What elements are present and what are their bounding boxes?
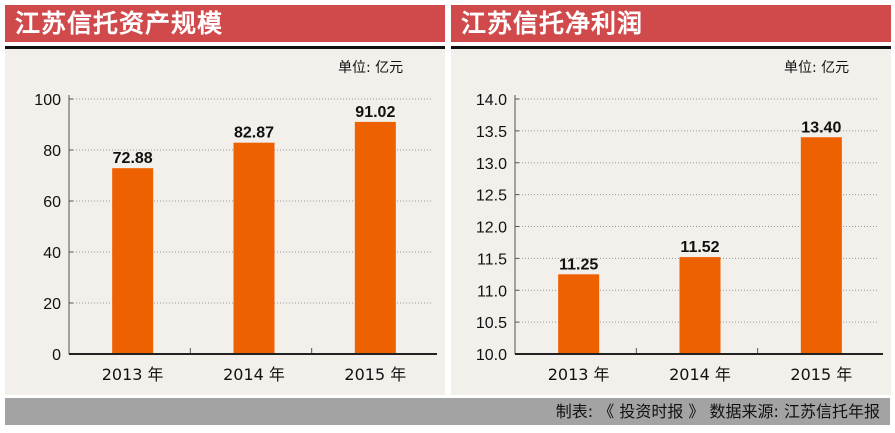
y-tick-label: 20	[43, 296, 61, 313]
data-label: 11.52	[680, 239, 719, 256]
unit-label: 单位: 亿元	[784, 60, 850, 76]
divider	[5, 46, 445, 49]
y-tick-label: 80	[43, 143, 61, 160]
y-tick-label: 11.0	[477, 283, 507, 300]
unit-label: 单位: 亿元	[338, 60, 404, 76]
bar	[354, 121, 396, 354]
y-tick-label: 12.0	[476, 220, 507, 237]
y-tick-label: 11.5	[477, 251, 507, 268]
y-tick-label: 13.5	[476, 124, 507, 141]
data-label: 13.40	[801, 119, 841, 136]
y-tick-label: 60	[43, 194, 61, 211]
data-label: 82.87	[234, 125, 274, 142]
bar	[558, 274, 600, 354]
y-tick-label: 0	[52, 347, 61, 364]
chart-title: 江苏信托净利润	[451, 5, 891, 42]
data-label: 72.88	[113, 150, 153, 167]
data-label: 11.25	[559, 256, 598, 273]
x-tick-label: 2015 年	[790, 365, 852, 384]
y-tick-label: 10.5	[476, 315, 507, 332]
bar	[112, 168, 154, 354]
y-tick-label: 40	[43, 245, 61, 262]
data-label: 91.02	[355, 104, 395, 121]
bar	[800, 137, 842, 354]
chart-panel-assets: 江苏信托资产规模 单位: 亿元 0 20 40 60 80 100 72.88 2013 年 8…	[5, 5, 445, 395]
y-tick-label: 13.0	[476, 156, 507, 173]
chart-title: 江苏信托资产规模	[5, 5, 445, 42]
bar-chart-assets: 0 20 40 60 80 100 72.88 2013 年 82.87 2014 年 91.02 2…	[34, 92, 437, 384]
chart-panel-profit: 江苏信托净利润 单位: 亿元 10.0 10.5 11.0 11.5 12.0 12.5 1…	[451, 5, 891, 395]
x-tick-label: 2013 年	[102, 365, 164, 384]
source-footer: 制表: 《 投资时报 》 数据来源: 江苏信托年报	[5, 398, 890, 425]
x-tick-label: 2015 年	[344, 365, 406, 384]
bar-chart-profit: 10.0 10.5 11.0 11.5 12.0 12.5 13.0 13.5 14.0 11.2…	[476, 92, 883, 384]
bar	[679, 257, 721, 354]
y-tick-label: 10.0	[476, 347, 507, 364]
x-tick-label: 2014 年	[669, 365, 731, 384]
divider	[451, 46, 891, 49]
x-tick-label: 2013 年	[548, 365, 610, 384]
y-tick-label: 14.0	[476, 92, 507, 109]
y-tick-label: 12.5	[476, 188, 507, 205]
y-tick-label: 100	[34, 92, 61, 109]
bar	[233, 142, 275, 354]
x-tick-label: 2014 年	[223, 365, 285, 384]
